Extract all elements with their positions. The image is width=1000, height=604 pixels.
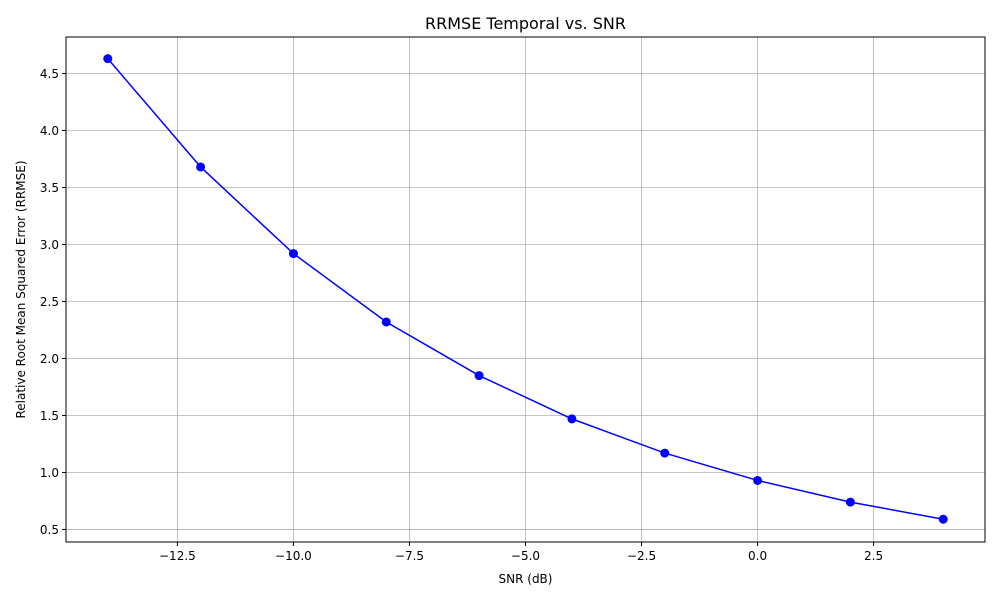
y-tick-label: 4.0 [40, 124, 59, 138]
x-tick-label: 2.5 [864, 549, 883, 563]
x-tick-label: −7.5 [395, 549, 424, 563]
data-point [567, 414, 577, 424]
series-layer [103, 54, 948, 524]
grid [66, 37, 985, 542]
data-point [103, 54, 113, 64]
data-point [474, 371, 484, 381]
data-point [381, 317, 391, 327]
x-tick-label: −2.5 [627, 549, 656, 563]
y-tick-label: 0.5 [40, 523, 59, 537]
y-tick-label: 1.0 [40, 466, 59, 480]
data-point [845, 497, 855, 507]
data-point [288, 249, 298, 259]
data-point [196, 162, 206, 172]
data-point [938, 514, 948, 524]
x-tick-label: −5.0 [511, 549, 540, 563]
x-tick-label: 0.0 [748, 549, 767, 563]
y-axis: 0.5 1.0 1.5 2.0 2.5 3.0 3.5 4.0 4.5 [40, 67, 66, 537]
series-line [107, 58, 944, 520]
y-axis-label: Relative Root Mean Squared Error (RRMSE) [14, 160, 28, 418]
x-axis: −12.5 −10.0 −7.5 −5.0 −2.5 0.0 2.5 [159, 542, 883, 563]
y-tick-label: 3.0 [40, 238, 59, 252]
x-tick-label: −10.0 [275, 549, 312, 563]
y-tick-label: 2.5 [40, 295, 59, 309]
data-point [753, 475, 763, 485]
chart-title: RRMSE Temporal vs. SNR [425, 14, 626, 33]
y-tick-label: 2.0 [40, 352, 59, 366]
x-axis-label: SNR (dB) [499, 572, 553, 586]
y-tick-label: 4.5 [40, 67, 59, 81]
x-tick-label: −12.5 [159, 549, 196, 563]
y-tick-label: 3.5 [40, 181, 59, 195]
y-tick-label: 1.5 [40, 409, 59, 423]
data-point [660, 448, 670, 458]
